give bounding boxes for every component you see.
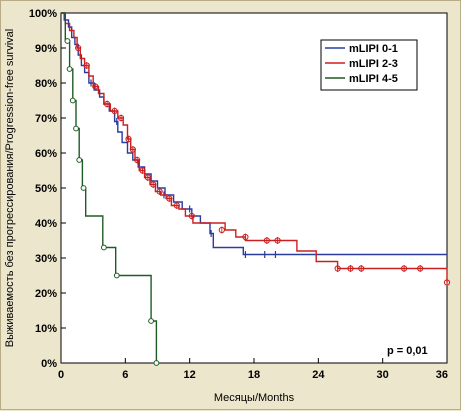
y-tick-label: 70% bbox=[35, 113, 57, 125]
censor-mark-mlipi-4-5 bbox=[64, 38, 71, 44]
y-tick-label: 40% bbox=[35, 218, 57, 230]
y-tick-label: 0% bbox=[41, 358, 57, 370]
censor-mark-mlipi-4-5 bbox=[73, 125, 79, 132]
x-tick-label: 18 bbox=[248, 369, 260, 381]
y-axis: 0% 10% 20% 30% 40% 50% 60% 70% 80% 90% 100% bbox=[29, 8, 66, 370]
y-axis-title: Выживаемость без прогрессирования/Progre… bbox=[4, 29, 16, 347]
y-tick-label: 90% bbox=[35, 43, 57, 55]
censor-mark-mlipi-4-5 bbox=[69, 97, 76, 104]
y-tick-label: 30% bbox=[35, 253, 57, 265]
legend: mLIPI 0-1 mLIPI 2-3 mLIPI 4-5 bbox=[320, 39, 418, 91]
censor-mark-mlipi-4-5 bbox=[76, 157, 83, 163]
x-tick-label: 30 bbox=[377, 369, 389, 381]
censor-mark-mlipi-4-5 bbox=[66, 66, 73, 72]
x-tick-label: 0 bbox=[58, 369, 64, 381]
series-layer bbox=[61, 12, 451, 366]
y-tick-label: 20% bbox=[35, 288, 57, 300]
x-tick-label: 36 bbox=[436, 369, 448, 381]
censor-mark-mlipi-4-5 bbox=[113, 272, 120, 279]
legend-label-mlipi-2-3: mLIPI 2-3 bbox=[349, 58, 398, 70]
y-tick-label: 80% bbox=[35, 78, 57, 90]
x-tick-label: 24 bbox=[312, 369, 325, 381]
censor-mark-mlipi-4-5 bbox=[148, 318, 154, 324]
censor-mark-mlipi-4-5 bbox=[80, 185, 87, 191]
series-line-mlipi-0-1 bbox=[61, 12, 447, 256]
y-tick-label: 60% bbox=[35, 148, 57, 160]
legend-label-mlipi-0-1: mLIPI 0-1 bbox=[349, 43, 398, 55]
y-tick-label: 100% bbox=[29, 8, 57, 20]
p-value-annotation: p = 0,01 bbox=[387, 345, 428, 357]
y-tick-label: 10% bbox=[35, 323, 57, 335]
x-tick-label: 6 bbox=[122, 369, 128, 381]
y-tick-label: 50% bbox=[35, 183, 57, 195]
x-tick-label: 12 bbox=[184, 369, 196, 381]
series-line-mlipi-4-5 bbox=[61, 12, 158, 363]
legend-label-mlipi-4-5: mLIPI 4-5 bbox=[349, 73, 398, 85]
x-axis-title: Месяцы/Months bbox=[214, 392, 295, 404]
x-axis: 0 6 12 18 24 30 36 bbox=[58, 358, 448, 381]
censor-mark-mlipi-4-5 bbox=[153, 360, 160, 366]
censor-mark-mlipi-4-5 bbox=[100, 244, 107, 251]
